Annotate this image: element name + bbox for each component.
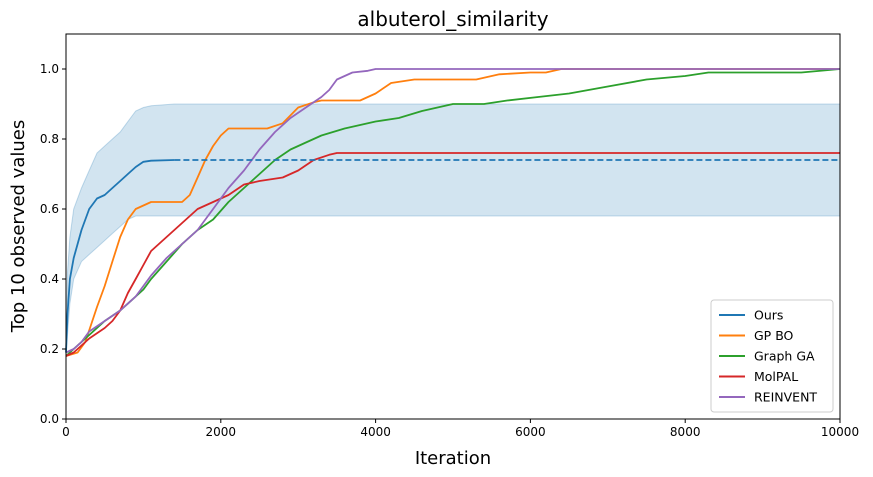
x-tick-label: 8000 (670, 425, 701, 439)
series-line-graph-ga (65, 68, 841, 357)
chart-title: albuterol_similarity (357, 7, 548, 31)
plot-area (65, 68, 841, 357)
y-tick-label: 1.0 (40, 62, 59, 76)
y-axis-label: Top 10 observed values (8, 120, 29, 333)
x-axis: 0 2000 4000 6000 8000 10000 (62, 419, 859, 439)
y-tick-label: 0.0 (40, 412, 59, 426)
series-line-ours (65, 159, 175, 353)
legend-box (710, 299, 834, 413)
y-tick-label: 0.6 (40, 202, 59, 216)
x-tick-label: 10000 (821, 425, 859, 439)
y-axis: 0.0 0.2 0.4 0.6 0.8 1.0 (40, 62, 66, 426)
series-line-gp-bo (65, 68, 840, 357)
legend-label-graph-ga: Graph GA (754, 349, 815, 364)
legend-label-molpal: MolPAL (754, 369, 798, 384)
x-tick-label: 6000 (515, 425, 546, 439)
y-tick-label: 0.8 (40, 132, 59, 146)
y-tick-label: 0.2 (40, 342, 59, 356)
series-line-reinvent (65, 68, 840, 354)
legend-label-gp-bo: GP BO (754, 328, 794, 343)
legend: Ours GP BO Graph GA MolPAL REINVENT (710, 299, 834, 413)
plot-frame (65, 33, 841, 420)
series-line-molpal (65, 152, 840, 357)
legend-label-ours: Ours (754, 308, 783, 323)
x-tick-label: 4000 (360, 425, 391, 439)
x-tick-label: 2000 (206, 425, 237, 439)
x-tick-label: 0 (62, 425, 70, 439)
x-axis-label: Iteration (415, 448, 491, 469)
legend-label-reinvent: REINVENT (754, 390, 817, 405)
y-tick-label: 0.4 (40, 272, 59, 286)
